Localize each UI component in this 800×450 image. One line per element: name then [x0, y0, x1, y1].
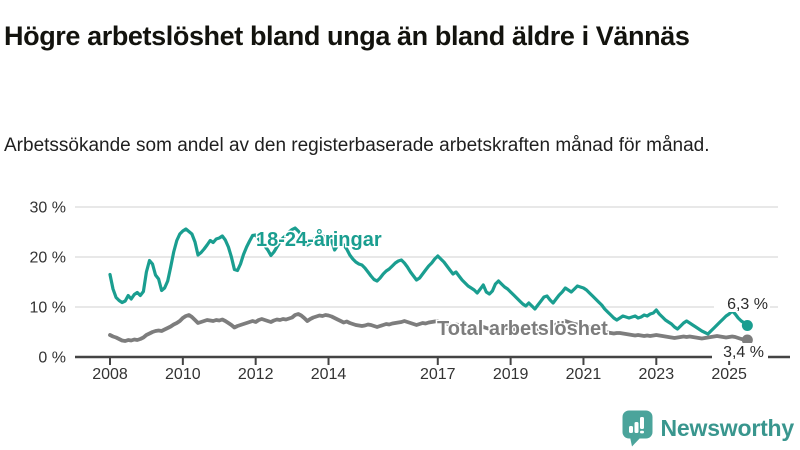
value-label-bg	[712, 343, 768, 361]
total-end-value-label: 3,4 %	[723, 344, 764, 361]
youth-end-value-label: 6,3 %	[727, 296, 768, 313]
newsworthy-logo: Newsworthy	[622, 410, 794, 447]
x-axis-label: 2008	[92, 366, 128, 383]
total-series-line	[108, 312, 750, 343]
y-axis-label: 20 %	[30, 250, 66, 267]
y-axis-label: 0 %	[38, 350, 66, 367]
value-label-bg	[714, 294, 770, 312]
chart-subtitle: Arbetssökande som andel av den registerb…	[4, 135, 710, 156]
total-end-dot	[741, 334, 753, 346]
line-chart-container: 2008 2010 2012 2014 2017 2019 2021 2023 2025 0 % 1…	[0, 193, 800, 398]
youth-end-dot	[741, 320, 753, 331]
youth-series-line	[108, 226, 750, 336]
x-axis-label: 2014	[311, 366, 347, 383]
line-chart: 2008 2010 2012 2014 2017 2019 2021 2023 2025 0 % 1…	[30, 200, 790, 383]
brand-name: Newsworthy	[660, 415, 795, 441]
x-axis-label: 2019	[493, 366, 529, 383]
x-axis-label: 2023	[639, 366, 675, 383]
y-axis-label: 30 %	[30, 200, 66, 217]
x-axis-label: 2012	[238, 366, 274, 383]
total-series-label: Total arbetslöshet	[437, 318, 608, 340]
x-axis-label: 2010	[165, 366, 201, 383]
x-axis-label: 2021	[566, 366, 602, 383]
x-axis-label: 2017	[420, 366, 456, 383]
youth-series-label: 18-24-åringar	[256, 228, 382, 251]
x-axis-label: 2025	[711, 366, 747, 383]
bar-chart-speech-bubble-icon	[622, 410, 653, 447]
y-axis-label: 10 %	[30, 300, 66, 317]
page-title: Högre arbetslöshet bland unga än bland ä…	[4, 21, 690, 52]
